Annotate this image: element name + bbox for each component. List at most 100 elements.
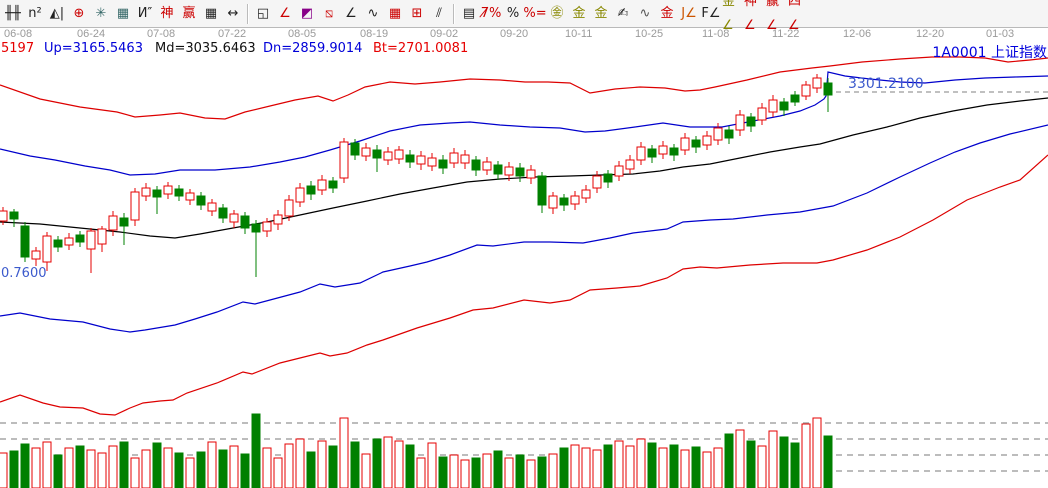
gold-circle-icon[interactable]: ㊎ [550,5,564,21]
candle-body [625,159,635,170]
volume-bar [284,443,294,488]
volume-bar [768,430,778,488]
si-angle-icon[interactable]: 四∠ [788,0,802,33]
zigzag-icon[interactable]: ∿ [367,5,379,21]
info-value: Dn=2859.9014 [263,41,363,56]
brush-icon[interactable]: ✍ [617,5,629,21]
f-angle-icon[interactable]: F∠ [701,5,721,21]
info-value: Up=3165.5463 [44,41,143,56]
volume-bar [603,444,613,488]
volume-bar [713,447,723,488]
volume-bar [196,451,206,488]
fan-box-icon[interactable]: ◩ [300,5,314,21]
ying-angle-icon[interactable]: 赢∠ [766,0,780,33]
candle-body [735,114,745,131]
candle-body [636,146,646,161]
volume-bar [801,423,811,488]
grid-red-icon[interactable]: ▦ [388,5,402,21]
date-label: 07-08 [147,28,176,40]
candle-body [405,154,415,163]
date-label: 09-02 [430,28,459,40]
candle-body [306,185,316,195]
volume-bar [86,449,96,488]
shen-angle-icon[interactable]: 神∠ [744,0,758,33]
candle-body [284,199,294,217]
measure-list-icon[interactable]: ▤ [462,5,476,21]
lower-inner-blue-band [0,124,1048,333]
wave-gold-icon[interactable]: ∿ [639,5,651,21]
volume-bar [141,449,151,488]
candle-body [20,225,30,258]
gann-angle-icon[interactable]: ◭| [49,5,65,21]
candle-body [53,239,63,248]
volume-bar [779,436,789,488]
volume-bar [240,453,250,488]
candle-body [823,82,833,96]
volume-bar [680,449,690,488]
volume-bar [405,444,415,488]
shen-indicator-icon[interactable]: 神 [160,5,174,21]
date-label: 10-25 [635,28,664,40]
gold-underline-icon[interactable]: 金 [594,5,608,21]
gann-target-icon[interactable]: ⊕ [73,5,85,21]
percent-retrace-icon[interactable]: 7̸% [480,5,502,21]
candle-body [493,164,503,175]
percent-icon[interactable]: % [506,5,520,21]
date-label: 01-03 [986,28,1015,40]
volume-bar [229,445,239,488]
fan-lines-icon[interactable]: ∠ [279,5,291,21]
volume-bar [31,447,41,488]
fan-box-diagonal-icon[interactable]: ⧅ [324,5,334,21]
price-grid-icon[interactable]: ▦ [204,5,218,21]
candle-body [416,155,426,165]
j-angle-icon[interactable]: J∠ [681,5,697,21]
ying-indicator-icon[interactable]: 赢 [182,5,196,21]
angle-fan-icon[interactable]: ∠ [345,5,357,21]
percent-line-icon[interactable]: %= [523,5,547,21]
date-label: 08-05 [288,28,317,40]
gann-square-icon[interactable]: ◱ [256,5,270,21]
gann-web-icon[interactable]: ✳ [95,5,107,21]
toolbar-separator [247,3,249,24]
volume-bar [328,445,338,488]
candle-body [702,135,712,146]
candle-body [350,142,360,156]
volume-bar [647,442,657,488]
volume-bar [702,451,712,488]
volume-bar [790,442,800,488]
speed-line-icon[interactable]: И″ [137,5,153,21]
info-value: 5197 [1,41,35,56]
gann-line-group-icon[interactable]: ╫╫ [5,5,21,21]
candle-body [515,167,525,177]
volume-bar [130,457,140,488]
cycle-span-icon[interactable]: ↔ [227,5,239,21]
candle-body [9,211,19,220]
gann-box-web-icon[interactable]: ▦ [116,5,130,21]
volume-bar [427,442,437,488]
left-signal-label: 0.7600 [1,266,47,281]
parallel-lines-icon[interactable]: ⫽ [436,5,442,21]
volume-bar [416,457,426,488]
grid-shift-icon[interactable]: ⊞ [411,5,423,21]
volume-bar [581,447,591,488]
info-value: Bt=2701.0081 [373,41,469,56]
date-label: 10-11 [565,28,593,40]
gold-red-line-icon[interactable]: 金 [660,5,674,21]
volume-bar [526,459,536,488]
gold-angle-icon[interactable]: 金∠ [722,0,736,33]
date-label: 06-08 [4,28,33,40]
candle-body [537,175,547,206]
candle-body [174,188,184,197]
fibonacci-square-icon[interactable]: n² [28,5,42,21]
candle-body [471,159,481,171]
volume-bar [614,440,624,488]
gold-lines-icon[interactable]: 金 [572,5,586,21]
candle-body [229,213,239,223]
candle-body [185,192,195,201]
upper-outer-red-band [0,56,1048,120]
candle-body [328,180,338,189]
volume-bar [691,446,701,488]
volume-bar [119,441,129,488]
